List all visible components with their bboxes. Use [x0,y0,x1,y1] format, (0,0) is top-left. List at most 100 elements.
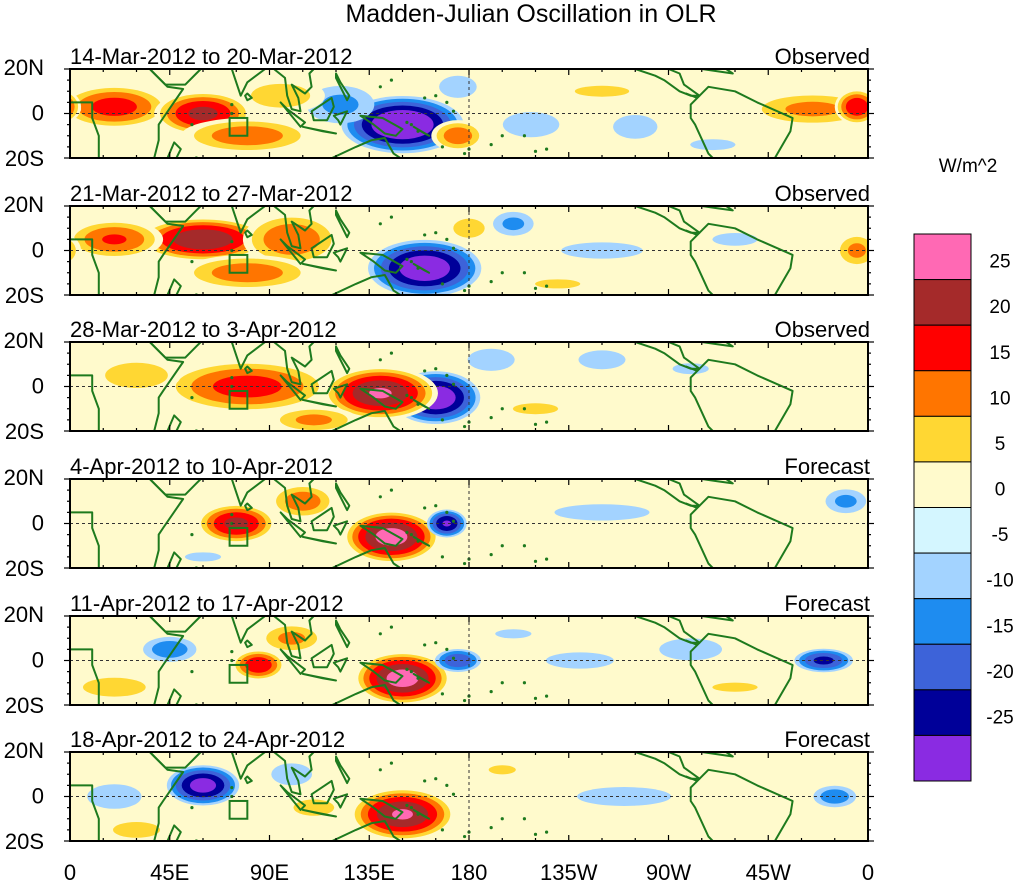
island [445,237,449,241]
anomaly-cell [70,84,170,130]
contour-band [502,112,560,138]
coastline [359,251,404,274]
coastline [634,616,701,644]
colorbar-swatch [913,233,972,281]
island [230,111,234,116]
island [389,78,394,82]
island [423,369,427,373]
contour-band [813,656,834,665]
contour-band [856,93,868,121]
coastline [244,365,253,375]
island [500,817,504,821]
island [451,519,456,523]
coastline [335,209,351,239]
map-panel: 20N 0 20S 11-Apr-2012 to 17-Apr-2012 Forecas… [4,591,874,718]
contour-band [224,517,249,530]
island [190,670,194,674]
coastline [634,479,701,507]
contour-band [295,414,332,426]
island [544,830,549,834]
coastline [279,374,306,401]
island [462,834,467,839]
anomaly-cell [92,357,181,394]
contour-band [81,516,192,553]
island [405,393,409,397]
island [230,513,234,517]
island [416,676,420,680]
coastline [335,72,351,102]
coastlines [70,206,794,295]
coastline [332,657,349,673]
coastline [166,414,182,431]
island [434,777,438,781]
coastline [335,619,351,649]
colorbar-swatch [913,734,972,782]
coastline [301,262,337,272]
island [423,506,427,510]
lat-label: 20S [5,556,44,581]
colorbar-label: 15 [989,343,1010,364]
island [389,215,394,219]
olr-anomaly-field [87,758,857,841]
anomaly-cell [690,139,736,151]
anomaly-cell [70,673,159,701]
coastline [279,784,306,811]
contour-band [535,279,581,289]
island [405,120,409,124]
coastline [634,342,701,370]
island [416,266,420,270]
colorbar-label: -5 [992,525,1009,546]
coastline [700,342,734,348]
coastline [148,752,202,769]
anomaly-cell [426,509,467,538]
island [522,817,527,821]
lat-label: 0 [32,238,44,263]
island [533,286,538,290]
coastline [685,632,794,705]
island [423,643,427,647]
island [389,351,394,355]
anomaly-cell [659,638,723,661]
coastline [700,479,734,485]
reference-box [228,116,249,137]
island [389,761,394,765]
contour-band [561,242,643,259]
anomaly-cell [493,211,534,236]
anomaly-cell [269,406,359,431]
anomaly-cell [431,120,485,152]
island [500,544,504,548]
reference-box [228,663,249,684]
colorbar-swatch [913,552,972,600]
anomaly-cell [349,787,456,841]
island [445,100,449,104]
colorbar-swatch [913,324,972,372]
contour-band [845,97,868,116]
coastline [301,672,337,682]
coastline [215,616,267,644]
island [440,692,444,696]
olr-anomaly-field [70,622,853,705]
reference-box [228,389,249,410]
contour-band [865,100,868,114]
anomaly-cell [502,112,560,138]
island [230,794,234,799]
lat-label: 20S [5,419,44,444]
island [434,231,438,235]
island [378,358,382,362]
lat-label: 20S [5,146,44,171]
colorbar-swatch [913,507,972,554]
anomaly-cell [825,489,867,514]
lat-label: 0 [32,101,44,126]
contour-band [251,83,311,108]
colorbar-swatch [913,643,972,691]
contour-band [442,520,452,527]
island [378,495,382,499]
contour-band [659,638,723,661]
contour-band [875,92,949,122]
island [500,681,504,685]
coastline [685,768,794,841]
coastline [634,206,701,234]
colorbar-label: -25 [986,707,1013,728]
colorbar-label: 25 [989,252,1010,273]
anomaly-cell [856,92,949,122]
